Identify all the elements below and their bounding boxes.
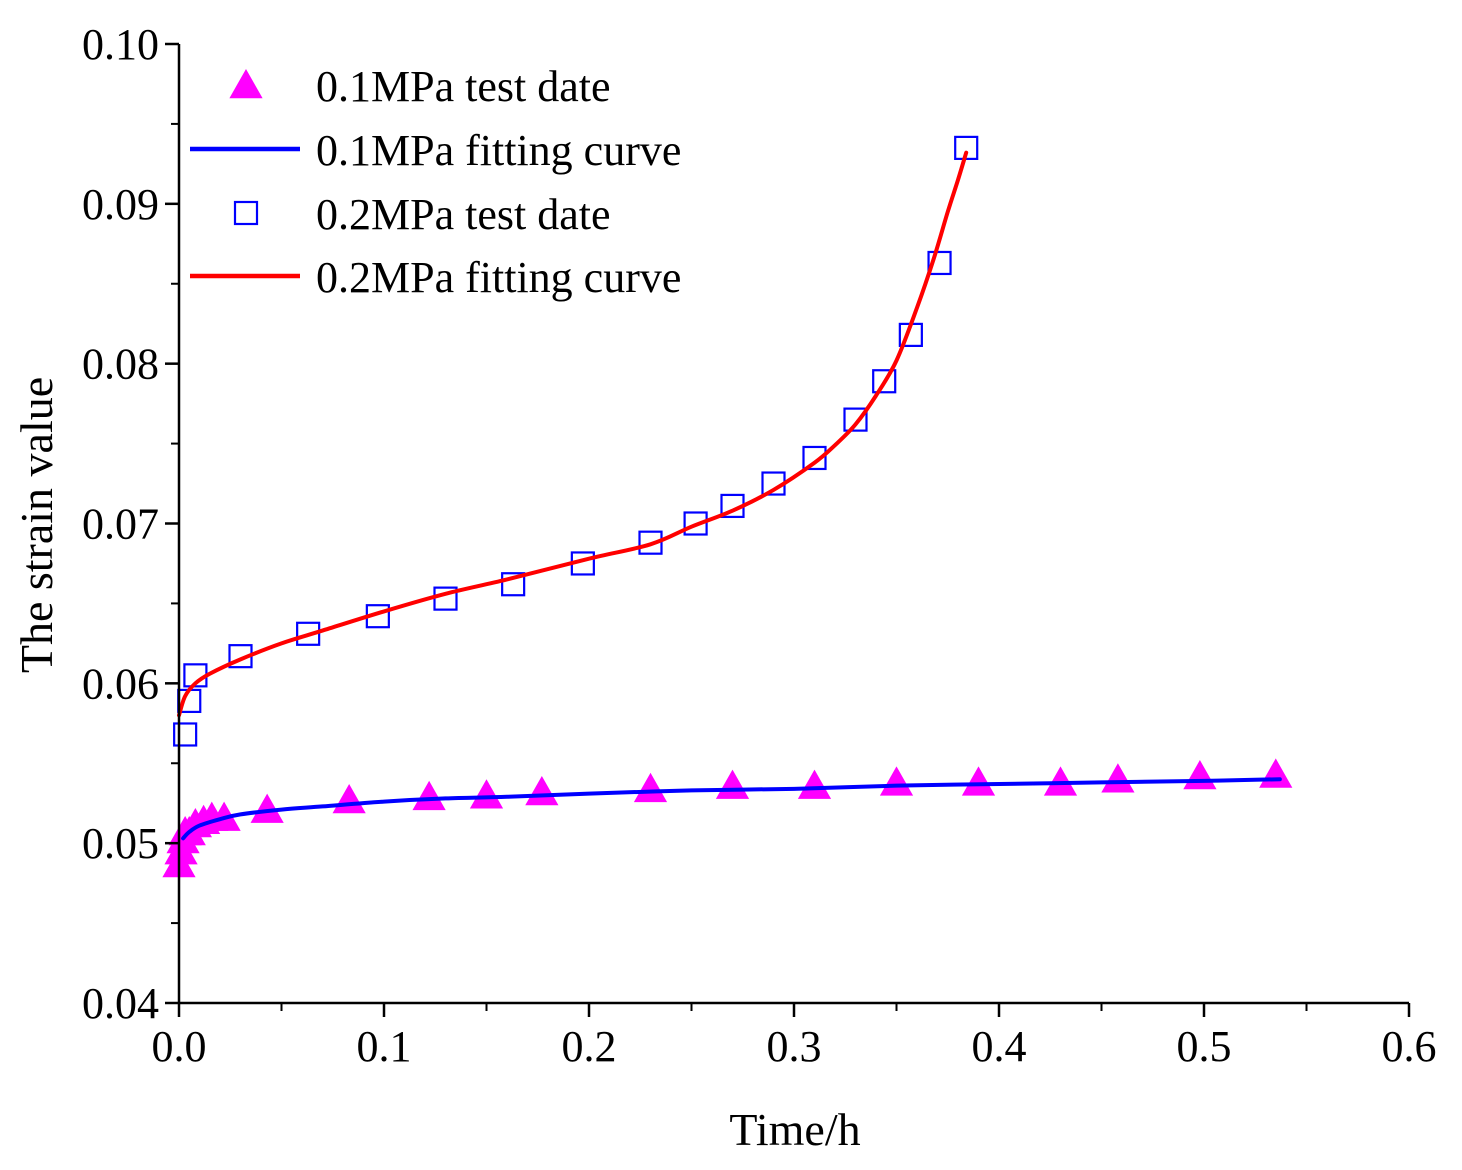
x-tick-label: 0.0 — [152, 1022, 207, 1071]
legend-swatch-0-1mpa-test-date — [229, 68, 263, 99]
data-point-0-1mpa-test-date — [412, 780, 446, 811]
data-point-0-1mpa-test-date — [797, 769, 832, 799]
data-point-0-1mpa-test-date — [879, 766, 914, 796]
axes: 0.0 0.1 0.2 0.3 0.4 0.5 0.6 0.04 0.05 0.06 0.07 0.0… — [82, 20, 1437, 1071]
x-tick-label: 0.3 — [767, 1022, 822, 1071]
legend-label-0-2mpa-fitting-curve: 0.2MPa fitting curve — [316, 253, 681, 302]
x-tick-label: 0.5 — [1177, 1022, 1232, 1071]
data-point-0-2mpa-test-date — [638, 530, 663, 555]
data-point-0-1mpa-test-date — [469, 779, 504, 809]
x-tick-label: 0.4 — [972, 1022, 1027, 1071]
data-point-0-1mpa-test-date — [633, 772, 668, 803]
x-axis-title: Time/h — [729, 1104, 860, 1155]
legend-label-0-2mpa-test-date: 0.2MPa test date — [316, 190, 611, 239]
data-point-0-1mpa-test-date — [1101, 763, 1135, 793]
data-point-0-1mpa-test-date — [961, 766, 996, 796]
data-point-0-1mpa-test-date — [715, 769, 750, 799]
x-tick-label: 0.6 — [1382, 1022, 1437, 1071]
x-tick-label: 0.1 — [357, 1022, 412, 1071]
data-point-0-2mpa-test-date — [501, 572, 526, 597]
data-point-0-2mpa-test-date — [296, 621, 321, 646]
data-point-0-1mpa-test-date — [1259, 758, 1293, 788]
series-line-0-1mpa-fitting-curve — [181, 777, 1282, 841]
legend-swatch-0-2mpa-test-date — [233, 200, 259, 226]
y-tick-label: 0.07 — [82, 500, 159, 549]
y-tick-label: 0.04 — [82, 979, 159, 1028]
data-point-0-2mpa-test-date — [802, 445, 827, 471]
data-point-0-1mpa-test-date — [525, 776, 559, 806]
legend: 0.1MPa test date 0.1MPa fitting curve 0.2M… — [190, 62, 681, 302]
y-tick-label: 0.10 — [82, 20, 159, 69]
y-axis-title: The strain value — [11, 377, 62, 673]
data-point-0-2mpa-test-date — [872, 369, 897, 394]
data-point-0-2mpa-test-date — [927, 250, 952, 276]
data-point-0-2mpa-test-date — [843, 407, 868, 432]
y-tick-label: 0.08 — [82, 340, 159, 389]
data-point-0-1mpa-test-date — [332, 783, 366, 814]
x-tick-label: 0.2 — [562, 1022, 617, 1071]
legend-label-0-1mpa-fitting-curve: 0.1MPa fitting curve — [316, 126, 681, 175]
legend-label-0-1mpa-test-date: 0.1MPa test date — [316, 62, 611, 111]
series-line-0-2mpa-fitting-curve — [177, 150, 969, 718]
y-tick-label: 0.05 — [82, 819, 159, 868]
y-tick-label: 0.09 — [82, 180, 159, 229]
data-point-0-2mpa-test-date — [683, 511, 708, 536]
plot-area — [162, 135, 1293, 878]
data-point-0-1mpa-test-date — [1183, 760, 1217, 790]
y-tick-label: 0.06 — [82, 659, 159, 708]
data-point-0-2mpa-test-date — [173, 722, 198, 747]
